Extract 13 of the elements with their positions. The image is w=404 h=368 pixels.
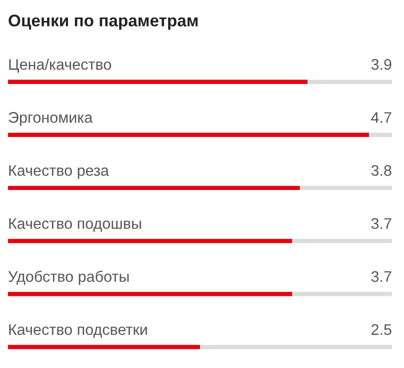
data-label: 3.9 xyxy=(371,59,392,70)
data-label: 3.8 xyxy=(371,165,392,176)
data-label: 3.7 xyxy=(371,271,392,282)
y-tick-label: Цена/качество xyxy=(9,58,112,73)
y-tick-label: Эргономика xyxy=(8,112,93,126)
y-tick-label: Удобство работы xyxy=(8,270,129,285)
y-tick-label: Качество подошвы xyxy=(9,218,141,232)
y-tick-label: Качество реза xyxy=(9,165,109,179)
y-tick-label: Качество подсветки xyxy=(9,324,147,338)
data-label: 2.5 xyxy=(372,324,392,335)
chart-title: Оценки по параметрам xyxy=(8,14,198,30)
data-label: 3.7 xyxy=(371,218,392,229)
data-label: 4.7 xyxy=(371,112,392,123)
